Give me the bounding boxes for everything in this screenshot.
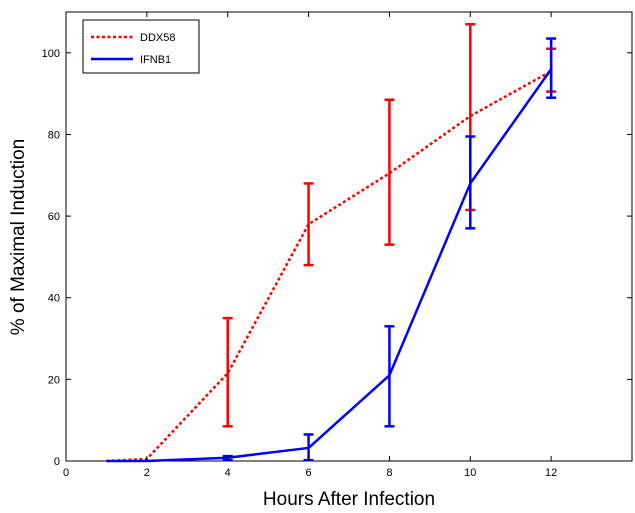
error-bar-ddx58-6 [303,182,314,267]
x-axis-label: Hours After Infection [263,489,435,510]
x-tick-label-5: 10 [464,467,476,479]
x-tick-label-3: 6 [306,467,312,479]
y-axis-label: % of Maximal Induction [8,139,29,335]
x-tick-label-2: 4 [225,467,231,479]
legend-label-ifnb1: IFNB1 [140,54,171,66]
y-tick-label-0: 0 [54,456,60,468]
error-bar-ifnb1-10 [465,135,476,230]
y-tick-label-4: 80 [48,129,60,141]
y-tick-label-5: 100 [42,48,60,60]
error-bar-ifnb1-8 [384,325,395,428]
legend: DDX58 IFNB1 [82,19,200,74]
plot-area-frame [65,11,633,462]
error-bar-ifnb1-12 [546,37,557,99]
x-tick-label-0: 0 [63,467,69,479]
x-tick-label-4: 8 [386,467,392,479]
error-bar-ddx58-4 [222,316,233,428]
y-tick-label-1: 20 [48,374,60,386]
error-bar-ddx58-8 [384,98,395,246]
x-tick-label-6: 12 [545,467,557,479]
x-tick-label-1: 2 [144,467,150,479]
y-tick-label-2: 40 [48,293,60,305]
legend-box [82,19,200,74]
tick-layer: 0 2 4 6 8 10 12 0 20 40 60 80 100 [42,12,632,479]
legend-label-ddx58: DDX58 [140,32,175,44]
y-tick-label-3: 60 [48,211,60,223]
